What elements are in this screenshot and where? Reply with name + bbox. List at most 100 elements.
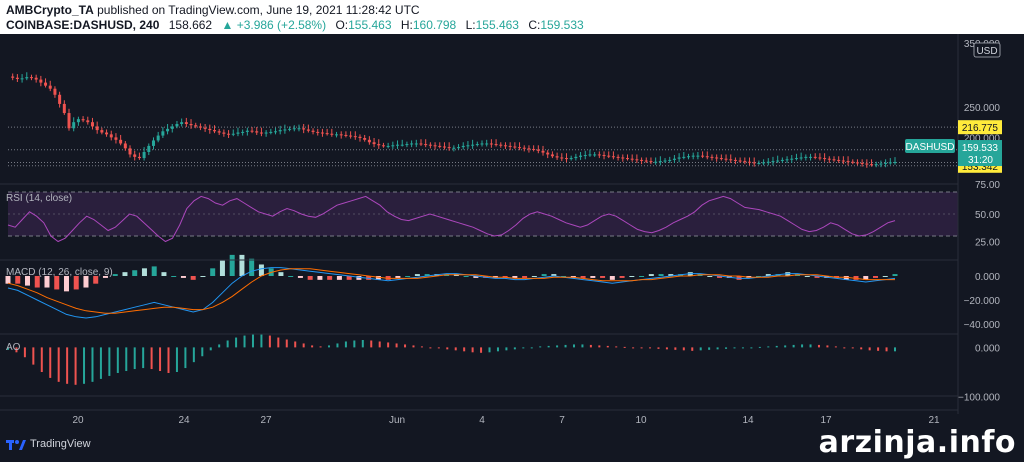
macd-pane[interactable] bbox=[5, 254, 898, 319]
candle-body bbox=[851, 161, 855, 163]
macd-histogram-bar bbox=[395, 276, 401, 278]
candle-body bbox=[687, 156, 691, 158]
candle-body bbox=[701, 155, 705, 157]
candle-body bbox=[414, 143, 418, 145]
time-tick-label: 7 bbox=[559, 415, 565, 426]
candle-body bbox=[208, 128, 212, 131]
macd-histogram-bar bbox=[44, 276, 50, 288]
candle-body bbox=[358, 136, 362, 138]
ao-bar bbox=[302, 343, 305, 348]
ao-bar bbox=[336, 343, 339, 348]
ao-bar bbox=[142, 347, 145, 369]
macd-histogram-bar bbox=[219, 260, 225, 276]
ao-bar bbox=[420, 346, 423, 348]
candle-body bbox=[250, 130, 254, 132]
candle-body bbox=[625, 158, 629, 160]
candle-body bbox=[184, 122, 188, 124]
candle-body bbox=[367, 139, 371, 143]
macd-histogram-bar bbox=[297, 276, 303, 278]
chart-canvas[interactable]: 350.000USD250.000200.000216.775179.73415… bbox=[0, 34, 1024, 430]
ao-bar bbox=[547, 345, 550, 348]
candle-body bbox=[776, 160, 780, 162]
ao-bar bbox=[353, 340, 356, 348]
macd-histogram-bar bbox=[239, 254, 245, 276]
candle-body bbox=[564, 158, 568, 160]
candle-body bbox=[297, 128, 301, 130]
candle-body bbox=[105, 132, 109, 135]
candle-body bbox=[147, 145, 151, 152]
ao-bar bbox=[649, 347, 652, 349]
candle-body bbox=[156, 135, 160, 141]
rsi-pane[interactable] bbox=[7, 191, 958, 243]
price-level-value: 216.775 bbox=[962, 123, 999, 134]
candle-body bbox=[194, 125, 198, 127]
ao-bar bbox=[674, 347, 677, 350]
ao-bar bbox=[572, 344, 575, 348]
current-price-tag bbox=[958, 140, 1002, 167]
ao-tick-label: −100.000 bbox=[958, 393, 1000, 404]
candle-body bbox=[785, 159, 789, 161]
ao-bar bbox=[564, 344, 567, 348]
symbol-label[interactable]: COINBASE:DASHUSD, 240 bbox=[6, 18, 160, 32]
candle-body bbox=[541, 150, 545, 153]
candle-body bbox=[100, 130, 104, 133]
candle-body bbox=[410, 143, 414, 145]
macd-histogram-bar bbox=[765, 274, 771, 276]
ao-bar bbox=[83, 347, 86, 384]
macd-histogram-bar bbox=[551, 274, 557, 276]
ao-bar bbox=[868, 347, 871, 351]
candle-body bbox=[846, 161, 850, 163]
macd-histogram-bar bbox=[375, 276, 381, 280]
candle-body bbox=[166, 128, 170, 132]
ao-pane[interactable] bbox=[7, 334, 896, 385]
candle-body bbox=[532, 148, 536, 150]
candle-body bbox=[757, 162, 761, 164]
high-label: H: bbox=[400, 18, 413, 32]
close-value: 159.533 bbox=[540, 18, 584, 32]
candle-body bbox=[25, 77, 29, 79]
macd-histogram-bar bbox=[24, 276, 30, 286]
ao-bar bbox=[226, 340, 229, 348]
candle-body bbox=[884, 162, 888, 164]
candle-body bbox=[316, 131, 320, 133]
candle-body bbox=[114, 137, 118, 140]
ao-bar bbox=[133, 347, 136, 370]
candle-body bbox=[790, 158, 794, 160]
macd-histogram-bar bbox=[473, 276, 479, 278]
candle-body bbox=[729, 159, 733, 161]
macd-histogram-bar bbox=[804, 276, 810, 277]
candle-body bbox=[58, 94, 62, 104]
close-label: C: bbox=[528, 18, 541, 32]
macd-histogram-bar bbox=[210, 268, 216, 276]
candle-body bbox=[330, 133, 334, 135]
ao-bar bbox=[361, 340, 364, 348]
tradingview-brand[interactable]: TradingView bbox=[6, 438, 91, 450]
candle-body bbox=[813, 156, 817, 158]
ao-bar bbox=[480, 347, 483, 353]
macd-histogram-bar bbox=[892, 274, 898, 276]
candle-body bbox=[771, 161, 775, 163]
author-link[interactable]: AMBCrypto_TA bbox=[6, 3, 94, 17]
ao-bar bbox=[741, 347, 744, 349]
macd-histogram-bar bbox=[863, 276, 869, 280]
macd-histogram-bar bbox=[405, 276, 411, 277]
open-label: O: bbox=[335, 18, 349, 32]
macd-histogram-bar bbox=[756, 276, 762, 277]
ao-bar bbox=[894, 347, 896, 352]
rsi-tick-label: 25.00 bbox=[975, 238, 1000, 249]
countdown-label: 31:20 bbox=[968, 155, 993, 166]
ao-bar bbox=[319, 346, 322, 348]
candle-body bbox=[860, 162, 864, 164]
candle-body bbox=[494, 144, 498, 146]
ao-bar bbox=[843, 347, 846, 349]
candle-body bbox=[715, 157, 719, 159]
ao-bar bbox=[851, 347, 854, 349]
candle-body bbox=[363, 138, 367, 140]
candle-body bbox=[870, 164, 874, 166]
ao-bar bbox=[496, 347, 499, 352]
macd-histogram-bar bbox=[249, 258, 255, 276]
ao-bar bbox=[235, 337, 238, 348]
ao-bar bbox=[606, 345, 609, 348]
price-pane[interactable] bbox=[8, 72, 958, 168]
macd-histogram-bar bbox=[814, 276, 820, 278]
